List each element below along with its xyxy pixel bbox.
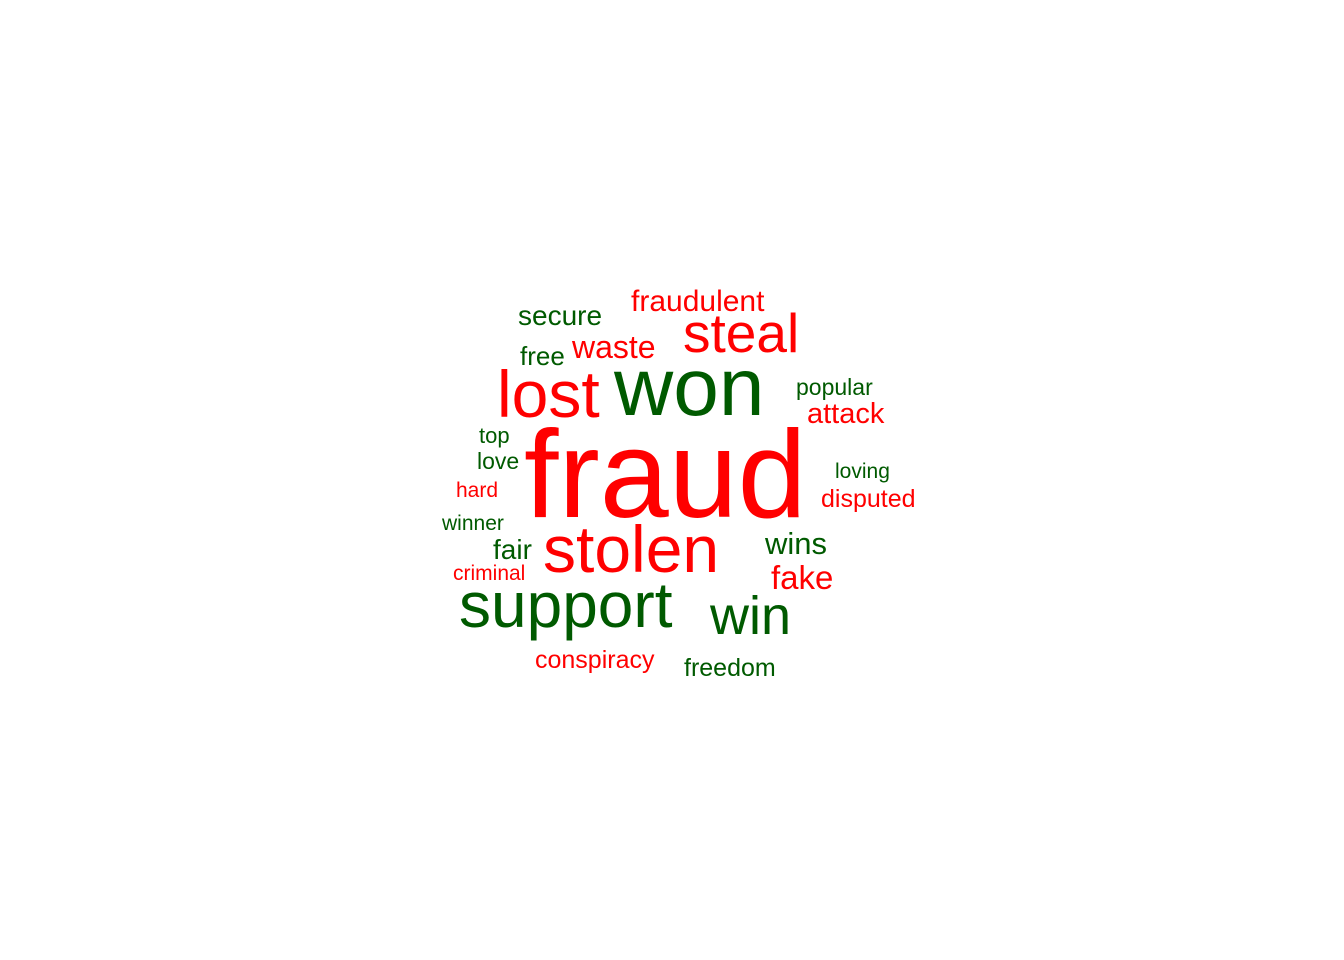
word-popular: popular — [796, 374, 873, 400]
word-fair: fair — [493, 534, 532, 565]
word-fake: fake — [771, 559, 834, 596]
word-fraudulent: fraudulent — [631, 285, 765, 318]
word-attack: attack — [807, 398, 885, 430]
word-disputed: disputed — [821, 485, 916, 513]
word-freedom: freedom — [684, 654, 776, 682]
word-free: free — [520, 341, 565, 371]
word-lost: lost — [497, 357, 600, 431]
word-loving: loving — [835, 460, 890, 483]
word-waste: waste — [572, 329, 656, 365]
word-wins: wins — [765, 526, 828, 561]
word-criminal: criminal — [453, 562, 526, 585]
word-support: support — [459, 569, 673, 641]
word-top: top — [479, 423, 510, 448]
word-fraud: fraud — [524, 406, 807, 544]
word-win: win — [710, 586, 792, 646]
word-secure: secure — [518, 300, 603, 331]
word-hard: hard — [456, 479, 499, 502]
word-steal: steal — [683, 302, 800, 364]
word-conspiracy: conspiracy — [535, 646, 655, 674]
word-winner: winner — [442, 512, 504, 535]
word-stolen: stolen — [543, 512, 720, 586]
word-won: won — [614, 342, 765, 433]
word-love: love — [477, 448, 520, 474]
